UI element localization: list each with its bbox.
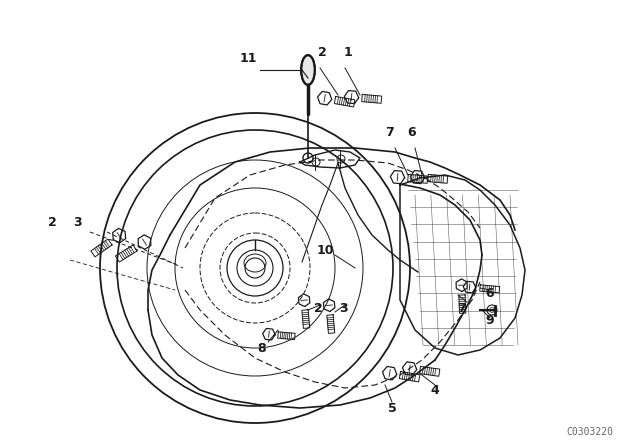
Text: 3: 3 — [340, 302, 348, 314]
Text: 2: 2 — [317, 46, 326, 59]
Ellipse shape — [302, 56, 314, 84]
Text: 6: 6 — [486, 287, 494, 300]
Text: 9: 9 — [486, 314, 494, 327]
Text: 2: 2 — [47, 215, 56, 228]
Text: 4: 4 — [431, 383, 440, 396]
Text: 10: 10 — [316, 244, 333, 257]
Text: 3: 3 — [74, 215, 83, 228]
Text: 5: 5 — [388, 401, 396, 414]
Text: 7: 7 — [386, 125, 394, 138]
Text: 1: 1 — [344, 46, 353, 59]
Text: C0303220: C0303220 — [566, 427, 614, 437]
Text: 2: 2 — [314, 302, 323, 314]
Text: 8: 8 — [258, 341, 266, 354]
Text: 6: 6 — [408, 125, 416, 138]
Text: 7: 7 — [458, 302, 467, 314]
Text: 11: 11 — [239, 52, 257, 65]
